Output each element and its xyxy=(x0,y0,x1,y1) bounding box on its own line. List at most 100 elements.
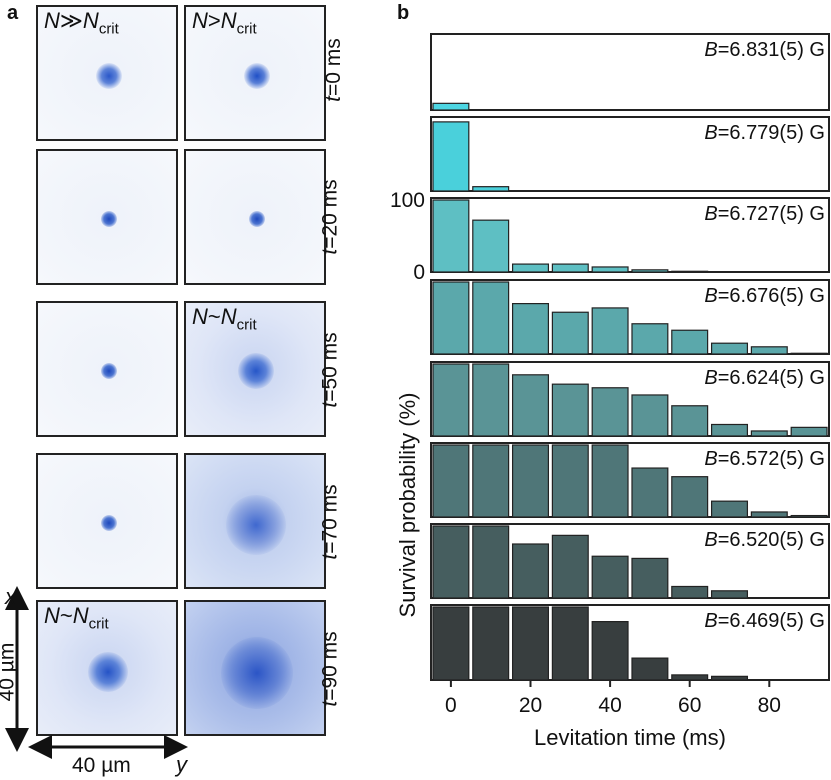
bar xyxy=(710,675,749,681)
image-label: N~Ncrit xyxy=(192,304,257,334)
image-r3-c2: N~Ncrit xyxy=(184,301,326,437)
bar xyxy=(710,423,749,437)
atom-cloud xyxy=(101,363,117,379)
x-tick-label: 80 xyxy=(758,694,781,717)
image-r3-c1 xyxy=(36,301,178,437)
bar xyxy=(472,186,510,192)
x-tick-label: 60 xyxy=(678,694,701,717)
bar xyxy=(631,657,669,681)
image-r1-c1: N≫Ncrit xyxy=(36,5,178,141)
series-label: B=6.624(5) G xyxy=(704,367,825,389)
bar xyxy=(750,346,788,355)
x-tick-label: 0 xyxy=(445,694,457,717)
bar xyxy=(511,374,550,437)
bar xyxy=(432,102,470,111)
subplot-frame xyxy=(430,523,830,599)
subplot-frame xyxy=(430,604,830,681)
bar xyxy=(671,476,709,518)
image-r1-c2: N>Ncrit xyxy=(184,5,326,141)
x-axis-letter: x xyxy=(5,584,16,609)
x-tick-label: 20 xyxy=(519,694,542,717)
atom-cloud xyxy=(96,63,122,89)
bar xyxy=(671,329,709,355)
atom-cloud xyxy=(101,211,117,227)
bar xyxy=(511,606,550,681)
series-label: B=6.469(5) G xyxy=(704,610,825,632)
series-label: B=6.727(5) G xyxy=(704,203,825,225)
subplot-frame xyxy=(430,197,830,273)
bar xyxy=(551,263,589,273)
bar xyxy=(631,269,669,273)
image-label: N~Ncrit xyxy=(44,603,109,633)
x-axis-label: Levitation time (ms) xyxy=(534,725,726,750)
bar xyxy=(432,606,470,681)
series-label: B=6.572(5) G xyxy=(704,448,825,470)
atom-cloud xyxy=(101,515,117,531)
bar xyxy=(671,405,709,437)
image-r2-c2 xyxy=(184,149,326,285)
y-axis-letter: y xyxy=(176,752,187,777)
subplot-frame xyxy=(430,116,830,192)
series-label: B=6.520(5) G xyxy=(704,529,825,551)
bar xyxy=(710,342,749,355)
bar xyxy=(551,383,589,437)
bar xyxy=(432,525,470,599)
series-label: B=6.676(5) G xyxy=(704,285,825,307)
image-label: N>Ncrit xyxy=(192,8,257,38)
bar xyxy=(472,606,510,681)
bar xyxy=(591,620,629,681)
bar xyxy=(511,303,550,355)
bar xyxy=(432,199,470,273)
bar xyxy=(511,444,550,518)
bar xyxy=(511,543,550,599)
bar xyxy=(432,444,470,518)
bar xyxy=(631,557,669,599)
bar xyxy=(591,444,629,518)
y-axis-label: Survival probability (%) xyxy=(395,393,420,618)
bar xyxy=(472,525,510,599)
y-tick-label: 0 xyxy=(413,261,425,284)
series-label: B=6.831(5) G xyxy=(704,39,825,61)
series-label: B=6.779(5) G xyxy=(704,122,825,144)
atom-cloud xyxy=(221,637,293,709)
bar xyxy=(591,266,629,273)
bar xyxy=(591,387,629,437)
atom-cloud xyxy=(88,652,128,692)
subplot-frame xyxy=(430,33,830,111)
x-tick-label: 40 xyxy=(598,694,621,717)
scale-bars xyxy=(5,586,188,759)
bar xyxy=(511,263,550,273)
bar xyxy=(591,307,629,355)
bar xyxy=(671,674,709,681)
bar xyxy=(472,444,510,518)
bar xyxy=(790,426,828,437)
atom-cloud xyxy=(249,211,265,227)
bar xyxy=(432,281,470,355)
bar xyxy=(671,585,709,599)
image-r5-c1: N~Ncrit xyxy=(36,600,178,736)
y-tick-label: 100 xyxy=(390,189,425,212)
bar xyxy=(790,352,828,355)
bar xyxy=(631,467,669,518)
bar xyxy=(710,500,749,518)
panel-a-label: a xyxy=(7,2,19,24)
bar xyxy=(710,590,749,599)
bar xyxy=(671,270,709,273)
subplot-frame xyxy=(430,442,830,518)
image-label: N≫Ncrit xyxy=(44,8,119,38)
bar xyxy=(551,311,589,355)
bar xyxy=(790,514,828,518)
horizontal-scale-label: 40 µm xyxy=(72,754,131,777)
subplot-frame xyxy=(430,361,830,437)
bar xyxy=(432,363,470,437)
image-r2-c1 xyxy=(36,149,178,285)
atom-cloud xyxy=(238,353,274,389)
bar xyxy=(472,219,510,273)
bar xyxy=(472,363,510,437)
image-r4-c2 xyxy=(184,453,326,589)
bar xyxy=(591,555,629,599)
bar xyxy=(631,394,669,437)
bar xyxy=(631,323,669,355)
bar xyxy=(432,121,470,192)
